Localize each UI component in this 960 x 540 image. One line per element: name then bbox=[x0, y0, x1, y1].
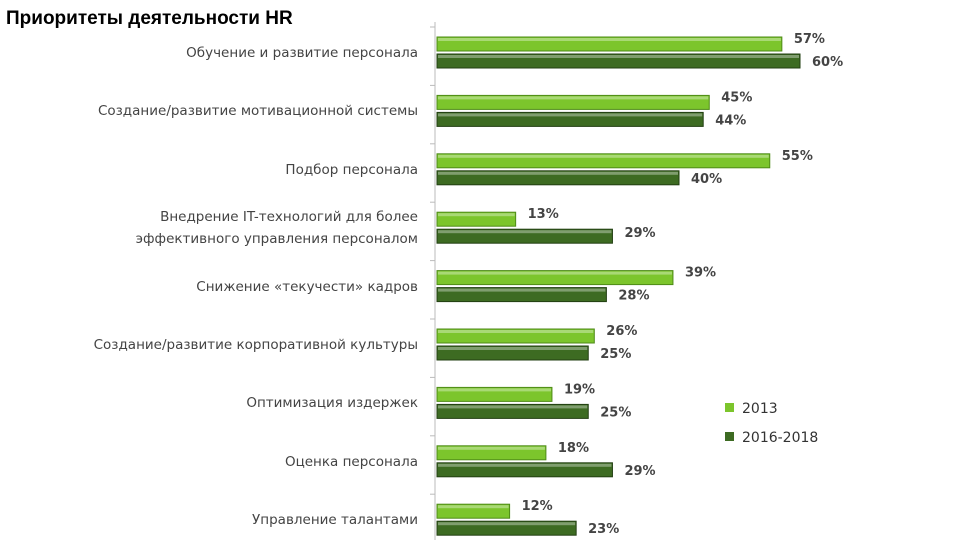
value-label: 28% bbox=[618, 289, 649, 304]
value-label: 25% bbox=[600, 347, 631, 362]
bar-highlight bbox=[438, 522, 576, 526]
bar bbox=[436, 170, 680, 186]
value-label: 25% bbox=[600, 405, 631, 420]
legend-label: 2013 bbox=[742, 401, 778, 417]
value-label: 18% bbox=[558, 441, 589, 456]
legend-label: 2016-2018 bbox=[742, 430, 818, 446]
bar bbox=[436, 328, 595, 344]
value-label: 19% bbox=[564, 382, 595, 397]
category-label: Обучение и развитие персонала bbox=[186, 45, 418, 61]
bar bbox=[436, 53, 801, 69]
bar-highlight bbox=[438, 230, 612, 234]
bar-highlight bbox=[438, 347, 588, 350]
bar bbox=[436, 153, 771, 169]
category-label: Снижение «текучести» кадров bbox=[196, 278, 418, 295]
bar bbox=[436, 111, 704, 127]
bar bbox=[436, 503, 511, 519]
bar-highlight bbox=[438, 288, 606, 292]
bar-highlight bbox=[438, 171, 678, 175]
value-label: 12% bbox=[522, 499, 553, 514]
value-label: 57% bbox=[794, 32, 825, 47]
value-label: 40% bbox=[691, 172, 722, 187]
category-label: Оптимизация издержек bbox=[246, 395, 418, 412]
bar-highlight bbox=[438, 113, 703, 117]
category-label: Подбор персонала bbox=[285, 161, 418, 178]
bar-highlight bbox=[438, 96, 709, 100]
bar-highlight bbox=[438, 154, 769, 158]
bar-highlight bbox=[438, 463, 612, 467]
legend-swatch bbox=[725, 432, 734, 441]
bar-highlight bbox=[438, 446, 545, 450]
bar-highlight bbox=[438, 271, 672, 275]
category-label: Создание/развитие корпоративной культуры bbox=[93, 337, 418, 353]
bar bbox=[436, 445, 547, 461]
category-label: Оценка персонала bbox=[284, 453, 418, 470]
bar bbox=[436, 228, 613, 244]
bar bbox=[436, 403, 589, 419]
bar-highlight bbox=[438, 213, 515, 217]
value-label: 29% bbox=[624, 226, 655, 241]
bar-highlight bbox=[438, 330, 594, 333]
bar bbox=[436, 270, 674, 286]
bar-highlight bbox=[438, 405, 588, 409]
category-label: Управление талантами bbox=[252, 512, 418, 529]
bar bbox=[436, 386, 553, 402]
bar bbox=[436, 462, 613, 478]
bar bbox=[436, 520, 577, 536]
bar-highlight bbox=[438, 55, 799, 58]
bar bbox=[436, 287, 607, 303]
value-label: 29% bbox=[624, 464, 655, 479]
bar bbox=[436, 345, 589, 361]
bar-highlight bbox=[438, 505, 509, 509]
legend-swatch bbox=[725, 403, 734, 412]
value-label: 23% bbox=[588, 522, 619, 537]
bar bbox=[436, 211, 517, 227]
bar-highlight bbox=[438, 388, 551, 392]
value-label: 45% bbox=[721, 90, 752, 105]
bar-highlight bbox=[438, 38, 781, 41]
value-label: 39% bbox=[685, 266, 716, 281]
value-label: 60% bbox=[812, 55, 843, 70]
chart-title: Приоритеты деятельности HR bbox=[6, 8, 293, 29]
value-label: 13% bbox=[528, 207, 559, 222]
value-label: 44% bbox=[715, 113, 746, 128]
value-label: 55% bbox=[782, 149, 813, 164]
category-label: Создание/развитие мотивационной системы bbox=[97, 103, 418, 120]
value-label: 26% bbox=[606, 324, 637, 339]
bar bbox=[436, 94, 710, 110]
bar bbox=[436, 36, 783, 52]
category-label: Внедрение IT-технологий для более эффект… bbox=[135, 209, 418, 248]
